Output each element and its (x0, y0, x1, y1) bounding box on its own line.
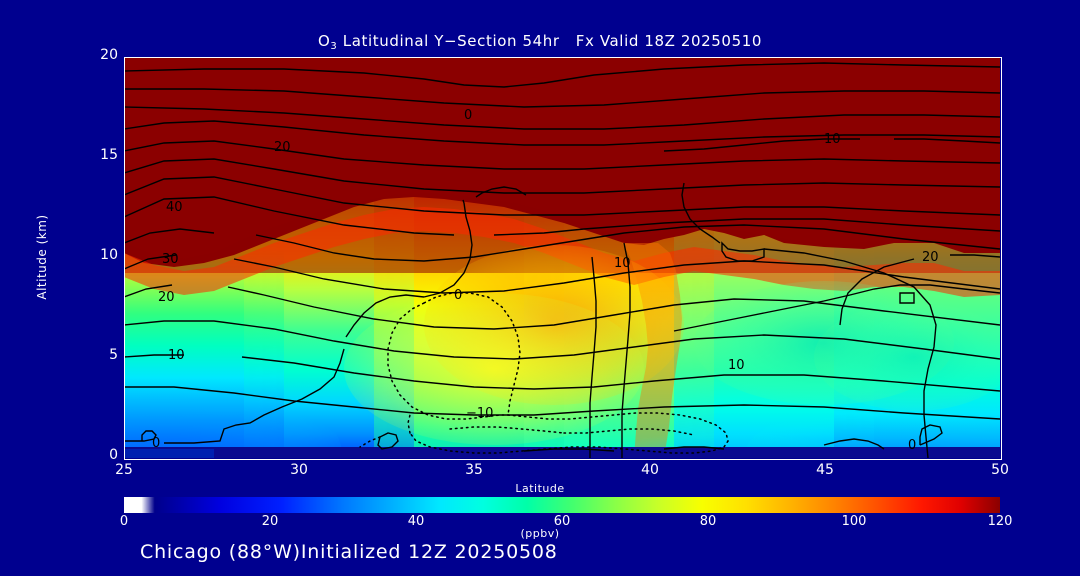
cb-tick-120: 120 (987, 514, 1013, 529)
stratosphere-cap-feather (124, 193, 1000, 273)
contour-label-10-upper-right: 10 (824, 132, 841, 147)
contour-label-10-lower-right: 10 (728, 358, 745, 373)
y-tick-15: 15 (100, 147, 118, 163)
chart-title: O3 Latitudinal Y−Section 54hr Fx Valid 1… (0, 32, 1080, 52)
contour-label-10-fold: 10 (614, 256, 631, 271)
stratosphere-cap (124, 57, 1000, 267)
contour-label-20-left: 20 (158, 290, 175, 305)
x-tick-35: 35 (465, 462, 483, 478)
y-axis-ticks: 20 15 10 5 0 (74, 47, 118, 463)
contour-label-20-right: 20 (922, 250, 939, 265)
cb-tick-20: 20 (261, 514, 279, 529)
contour-label-30: 30 (162, 252, 179, 267)
figure-caption: Chicago (88°W)Initialized 12Z 20250508 (140, 541, 558, 563)
x-axis-label: Latitude (515, 482, 565, 495)
southern-low-ozone-pocket (124, 383, 342, 458)
contour-label-0-mid: 0 (454, 288, 462, 303)
colorbar-unit-label: (ppbv) (520, 527, 560, 540)
contour-label-40: 40 (166, 200, 183, 215)
contour-label-0-ne: 0 (908, 438, 916, 453)
colorbar-gradient (124, 497, 1000, 513)
title-species: O (317, 32, 331, 50)
ground-strip (124, 447, 1000, 458)
y-tick-10: 10 (100, 247, 118, 263)
contour-labels: 40 30 20 10 0 20 0 −10 10 10 20 10 0 0 (152, 108, 939, 453)
negative-contour-lines (359, 292, 729, 454)
northeast-teal-pocket-2 (814, 303, 1000, 411)
y-tick-0: 0 (109, 447, 118, 463)
x-tick-45: 45 (816, 462, 834, 478)
x-tick-25: 25 (115, 462, 133, 478)
x-tick-30: 30 (290, 462, 308, 478)
y-tick-5: 5 (109, 347, 118, 363)
x-tick-50: 50 (991, 462, 1009, 478)
contour-label-0-top: 0 (464, 108, 472, 123)
contour-label-10-left: 10 (168, 348, 185, 363)
title-rest: Latitudinal Y−Section 54hr Fx Valid 18Z … (337, 32, 763, 50)
ground-strip-south (124, 449, 214, 458)
cross-section-heatmap: 40 30 20 10 0 20 0 −10 10 10 20 10 0 0 (124, 57, 1000, 458)
y-tick-20: 20 (100, 47, 118, 63)
y-axis-label: Altitude (km) (35, 214, 49, 300)
colorbar-ticks: 0 20 40 60 80 100 120 (120, 514, 1013, 534)
colorbar (124, 497, 1000, 513)
cb-tick-100: 100 (841, 514, 867, 529)
contour-label-neg10: −10 (466, 406, 493, 421)
x-axis-ticks: 25 30 35 40 45 50 (115, 462, 1009, 484)
yellow-tongue (344, 293, 644, 445)
plot-area: 40 30 20 10 0 20 0 −10 10 10 20 10 0 0 (124, 57, 1000, 458)
cb-tick-40: 40 (407, 514, 425, 529)
title-species-subscript: 3 (330, 41, 338, 52)
cb-tick-60: 60 (553, 514, 571, 529)
cb-tick-0: 0 (119, 514, 129, 529)
contour-label-0-sw: 0 (152, 436, 160, 451)
contour-label-20-top: 20 (274, 140, 291, 155)
cb-tick-80: 80 (699, 514, 717, 529)
x-tick-40: 40 (641, 462, 659, 478)
